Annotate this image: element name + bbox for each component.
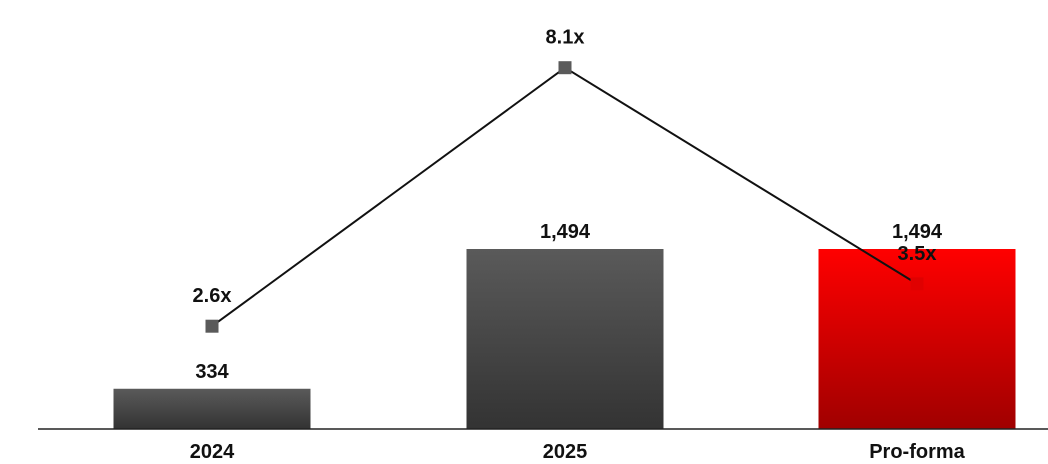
line-marker bbox=[910, 277, 924, 291]
labels-layer: 334 2024 1,494 2025 1,494 Pro-forma 2.6x 8.1x 3.… bbox=[190, 27, 966, 463]
line-value-label: 3.5x bbox=[898, 243, 937, 265]
x-tick-label: 2025 bbox=[543, 441, 588, 463]
line-layer bbox=[205, 61, 924, 333]
line-value-label: 2.6x bbox=[193, 285, 232, 307]
bar-value-label: 334 bbox=[195, 361, 229, 383]
line-marker bbox=[558, 61, 572, 75]
bar-pro-forma bbox=[818, 249, 1016, 429]
bar-2024 bbox=[113, 388, 311, 429]
x-tick-label: 2024 bbox=[190, 441, 235, 463]
bar-value-label: 1,494 bbox=[540, 221, 591, 243]
line-marker bbox=[205, 319, 219, 333]
bar-2025 bbox=[466, 249, 664, 429]
x-tick-label: Pro-forma bbox=[869, 441, 965, 463]
bar-value-label: 1,494 bbox=[892, 221, 943, 243]
line-value-label: 8.1x bbox=[546, 27, 585, 49]
bars-layer bbox=[113, 249, 1016, 429]
